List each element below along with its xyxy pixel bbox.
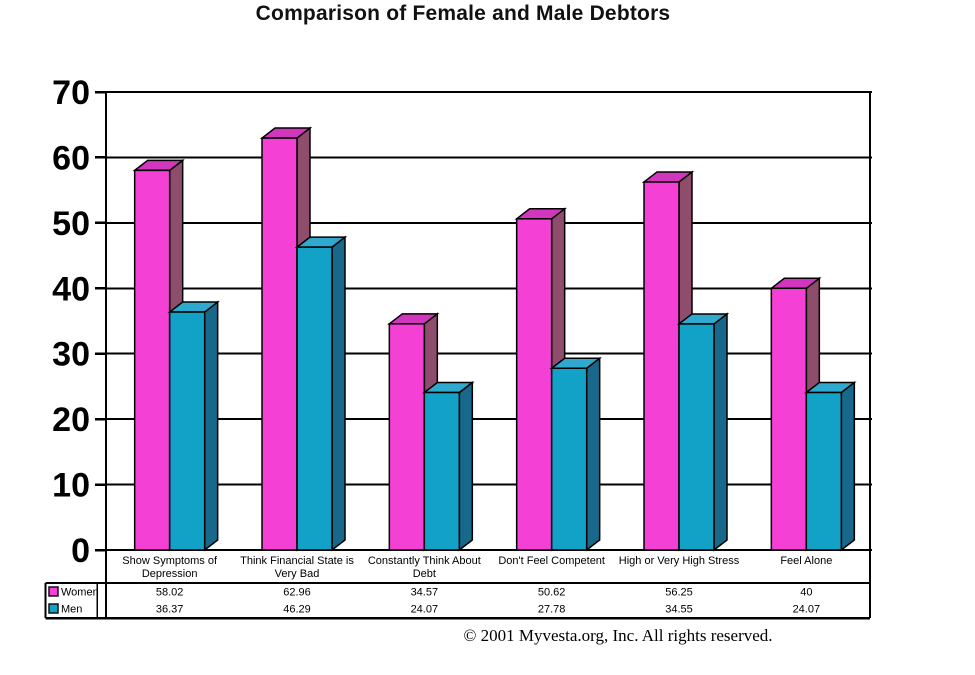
- category-label: Depression: [142, 568, 198, 580]
- table-value: 46.29: [283, 604, 311, 616]
- table-value: 50.62: [538, 587, 566, 599]
- bar-front-face: [770, 287, 808, 551]
- bar-side-face: [840, 380, 856, 552]
- bar-side-face: [585, 356, 601, 552]
- category-label: Don't Feel Competent: [498, 555, 605, 567]
- bars: [132, 126, 857, 552]
- copyright-text: © 2001 Myvesta.org, Inc. All rights rese…: [463, 626, 773, 645]
- category-label: Feel Alone: [780, 555, 832, 567]
- bar-side-face: [331, 235, 346, 552]
- category-label: High or Very High Stress: [619, 555, 740, 567]
- bar-women-0: [132, 158, 185, 552]
- y-axis-label: 20: [52, 401, 90, 439]
- legend-label: Women: [61, 587, 99, 599]
- legend-row-men: Men 36.37 46.29 24.07 27.78 34.55 24.07: [48, 603, 821, 616]
- legend-swatch-men: [48, 603, 59, 614]
- table-value: 24.07: [793, 604, 821, 616]
- category-label: Constantly Think About: [368, 555, 481, 567]
- y-axis-label: 10: [52, 467, 90, 505]
- table-value: 34.55: [665, 604, 693, 616]
- bar-front-face: [261, 137, 298, 551]
- legend-label: Men: [61, 604, 82, 616]
- category-label: Debt: [413, 568, 436, 580]
- plot-borders: [105, 92, 871, 618]
- bar-front-face: [515, 218, 553, 551]
- data-table: [44, 582, 870, 620]
- bar-side-face: [458, 380, 474, 552]
- bar-front-face: [168, 311, 206, 551]
- bar-front-face: [423, 391, 461, 551]
- bar-front-face: [643, 181, 680, 551]
- bar-men-3: [549, 356, 602, 552]
- table-value: 24.07: [411, 604, 439, 616]
- bar-front-face: [296, 246, 333, 551]
- table-value: 58.02: [156, 587, 184, 599]
- table-value: 40: [800, 587, 812, 599]
- table-value: 36.37: [156, 604, 184, 616]
- bar-men-1: [294, 235, 348, 552]
- table-value: 27.78: [538, 604, 566, 616]
- y-axis-labels: 0 10 20 30 40 50 60 70: [52, 74, 90, 570]
- y-axis-label: 30: [52, 336, 90, 374]
- gridlines: [95, 90, 872, 552]
- category-label: Show Symptoms of: [122, 555, 218, 567]
- legend-swatch-women: [48, 586, 59, 597]
- legend-row-women: Women 58.02 62.96 34.57 50.62 56.25 40: [48, 586, 812, 599]
- chart-title: Comparison of Female and Male Debtors: [255, 2, 671, 25]
- bar-front-face: [550, 367, 588, 551]
- table-value: 56.25: [665, 587, 693, 599]
- bar-men-2: [422, 380, 475, 552]
- bar-front-face: [133, 169, 171, 551]
- bar-front-face: [805, 391, 843, 551]
- table-values: Women 58.02 62.96 34.57 50.62 56.25 40 Men 36.37…: [48, 586, 821, 616]
- y-axis-label: 60: [52, 139, 90, 177]
- y-axis-label: 40: [52, 270, 90, 308]
- bar-men-5: [804, 380, 857, 552]
- category-label: Very Bad: [275, 568, 320, 580]
- bar-front-face: [388, 323, 426, 551]
- table-value: 34.57: [411, 587, 439, 599]
- y-axis-label: 0: [71, 532, 90, 570]
- category-label: Think Financial State is: [240, 555, 354, 567]
- bar-side-face: [713, 312, 728, 552]
- bar-front-face: [678, 323, 715, 551]
- y-axis-label: 70: [52, 74, 90, 112]
- table-value: 62.96: [283, 587, 311, 599]
- bar-men-0: [167, 300, 220, 552]
- bar-side-face: [203, 300, 219, 552]
- bar-men-4: [676, 312, 730, 552]
- y-axis-label: 50: [52, 205, 90, 243]
